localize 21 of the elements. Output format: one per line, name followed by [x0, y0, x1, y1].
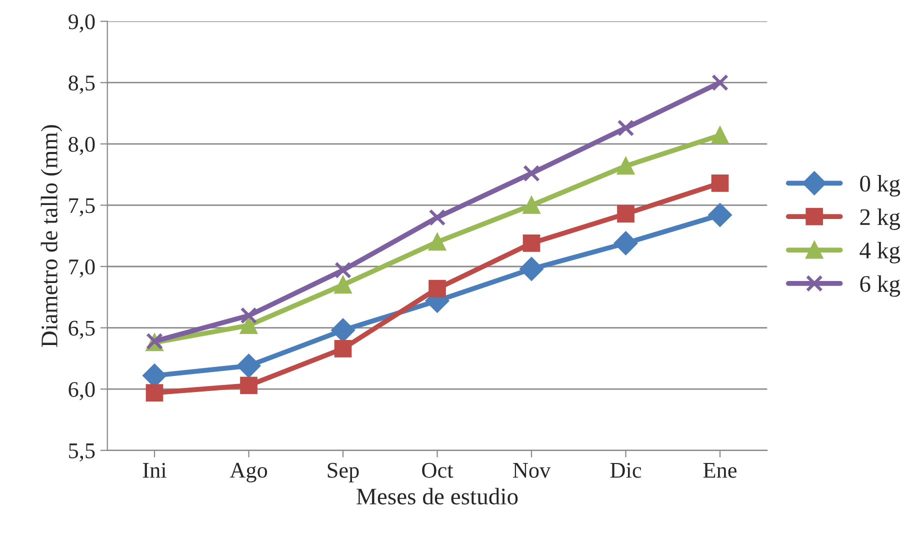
- x-tick-label: Nov: [513, 463, 551, 478]
- y-tick-label: 6,0: [68, 382, 95, 400]
- y-tick-label: 8,0: [68, 136, 95, 156]
- y-tick-label: 7,0: [69, 259, 95, 278]
- x-tick-label: Ene: [703, 463, 737, 478]
- y-tick-label: 9,0: [68, 14, 95, 32]
- x-tick-label: Ini: [142, 462, 166, 478]
- y-tick-label: 7,5: [69, 198, 95, 216]
- x-tick-label: Dic: [610, 462, 642, 478]
- legend-label: 2 kg: [860, 208, 900, 230]
- y-tick-label: 6,5: [68, 320, 95, 339]
- legend-label: 4 kg: [860, 242, 900, 264]
- y-tick-label: 5,5: [69, 444, 95, 462]
- x-tick-label: Sep: [328, 462, 359, 482]
- x-tick-label: Ago: [230, 462, 268, 482]
- y-axis-title: Diametro de tallo (mm): [40, 125, 62, 347]
- legend-label: 6 kg: [860, 275, 900, 297]
- x-tick-label: Oct: [422, 462, 454, 478]
- y-tick-label: 8,5: [68, 76, 95, 94]
- legend-label: 0 kg: [860, 175, 900, 197]
- x-axis-title: Meses de estudio: [356, 488, 518, 505]
